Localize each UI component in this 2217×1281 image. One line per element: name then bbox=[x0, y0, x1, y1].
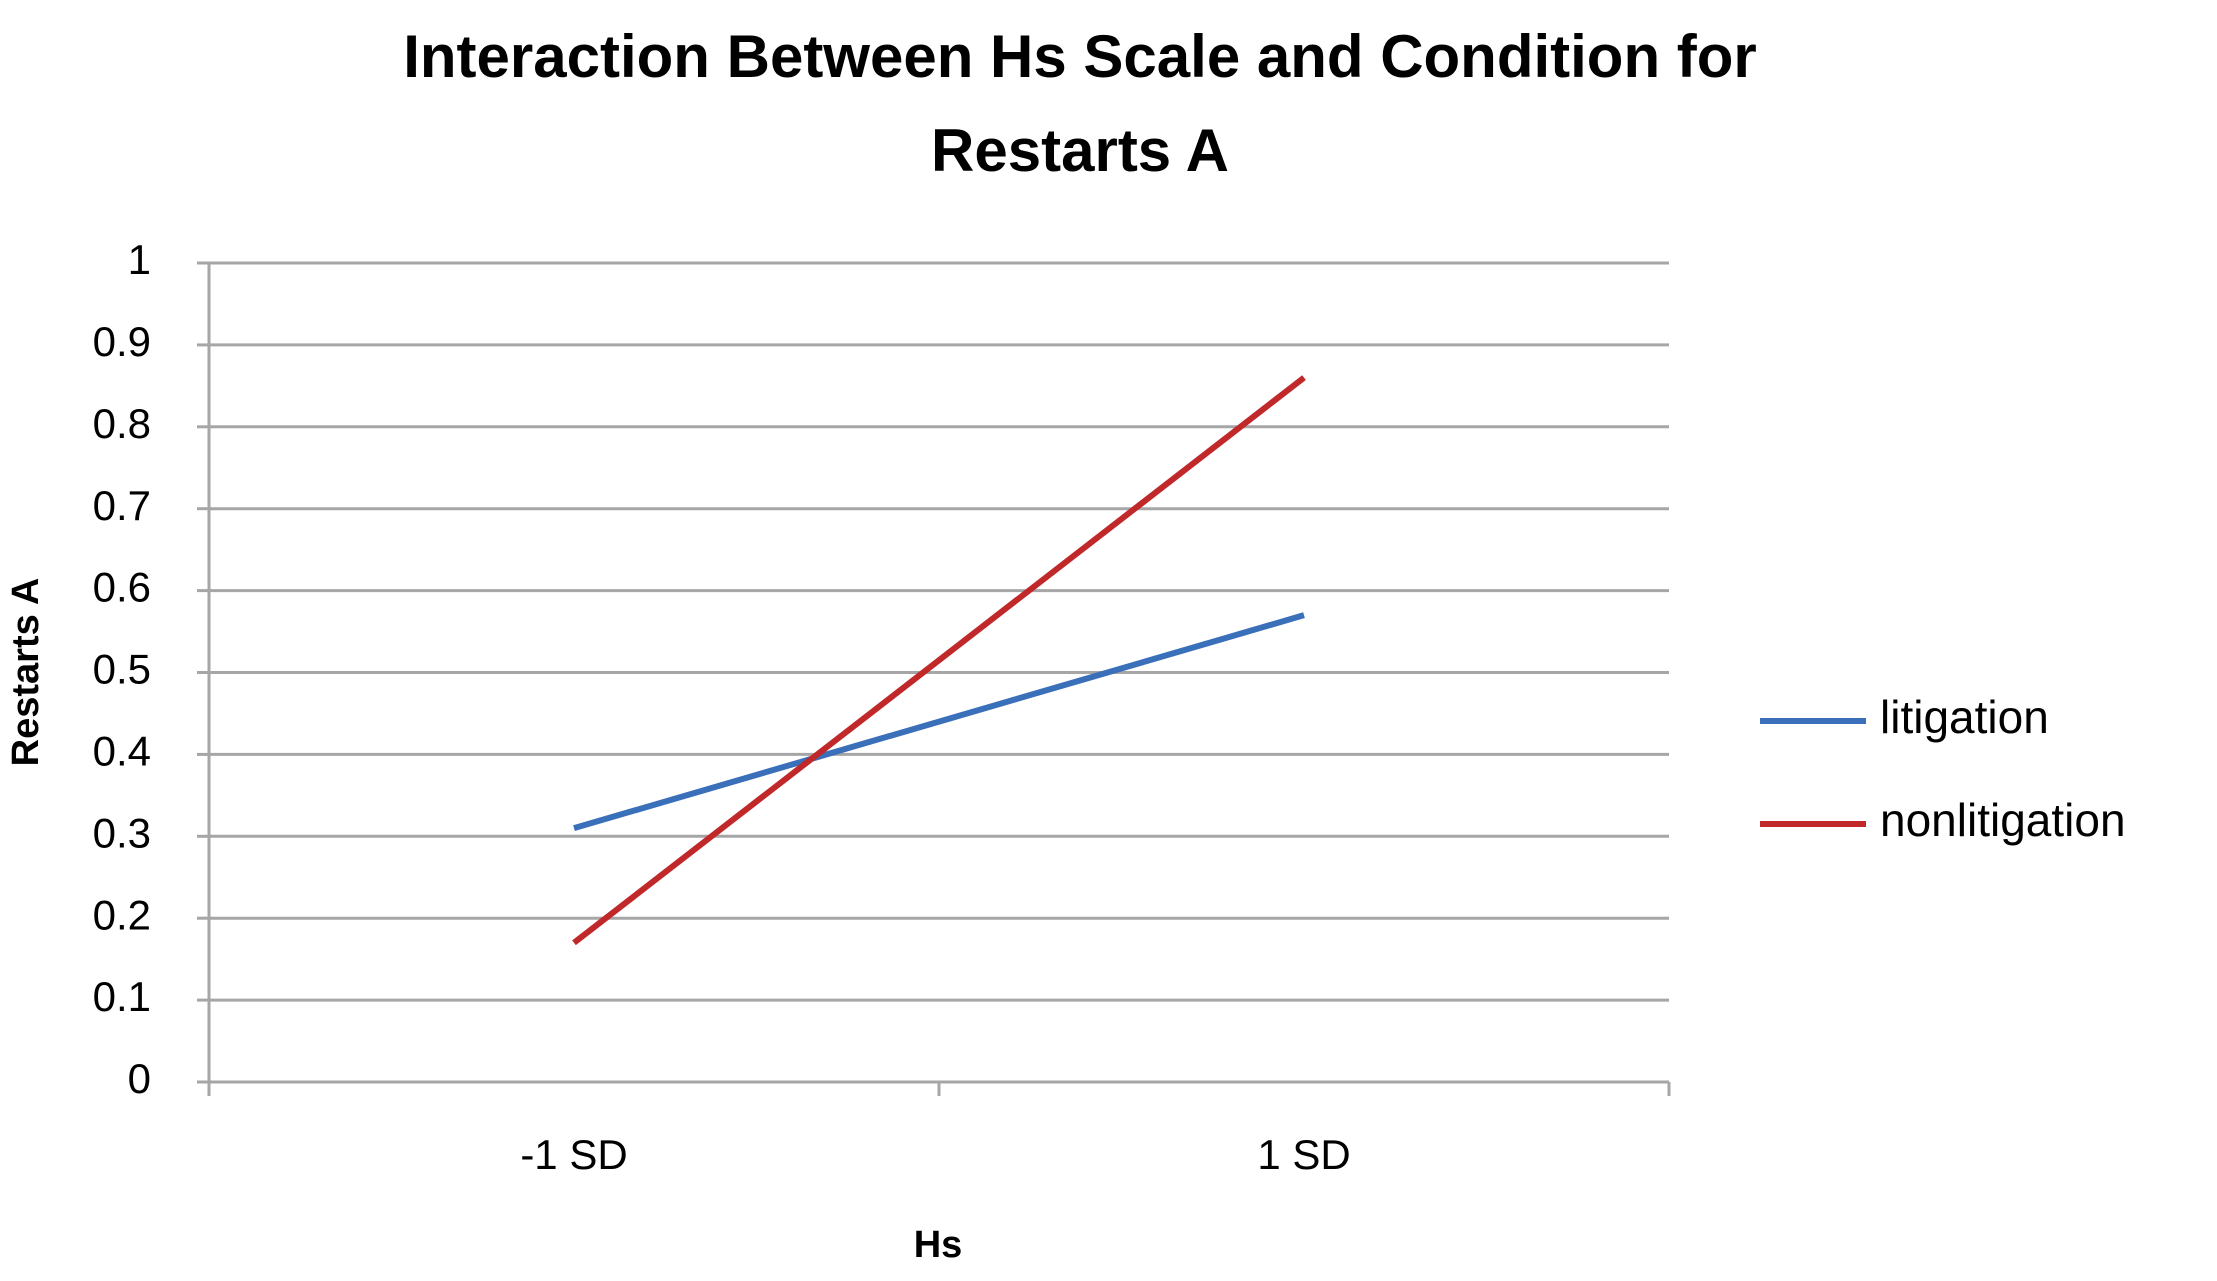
y-tick-label: 0.9 bbox=[93, 318, 151, 365]
legend-label: nonlitigation bbox=[1880, 794, 2126, 846]
x-tick-label: 1 SD bbox=[1257, 1131, 1350, 1178]
x-tick-label: -1 SD bbox=[520, 1131, 627, 1178]
y-tick-label: 0.4 bbox=[93, 727, 151, 774]
y-tick-label: 0.8 bbox=[93, 400, 151, 447]
y-tick-label: 0.2 bbox=[93, 891, 151, 938]
y-tick-label: 0.7 bbox=[93, 482, 151, 529]
y-axis-title: Restarts A bbox=[5, 578, 47, 767]
x-axis-title: Hs bbox=[914, 1224, 963, 1266]
series-line bbox=[572, 375, 1306, 946]
y-tick-label: 0.3 bbox=[93, 809, 151, 856]
y-tick-label: 1 bbox=[128, 236, 151, 283]
y-tick-label: 0 bbox=[128, 1055, 151, 1102]
series-line bbox=[573, 612, 1305, 831]
y-tick-label: 0.5 bbox=[93, 646, 151, 693]
y-tick-label: 0.6 bbox=[93, 564, 151, 611]
y-tick-label: 0.1 bbox=[93, 973, 151, 1020]
chart-title: Interaction Between Hs Scale and Conditi… bbox=[403, 23, 1757, 184]
legend-label: litigation bbox=[1880, 691, 2049, 743]
